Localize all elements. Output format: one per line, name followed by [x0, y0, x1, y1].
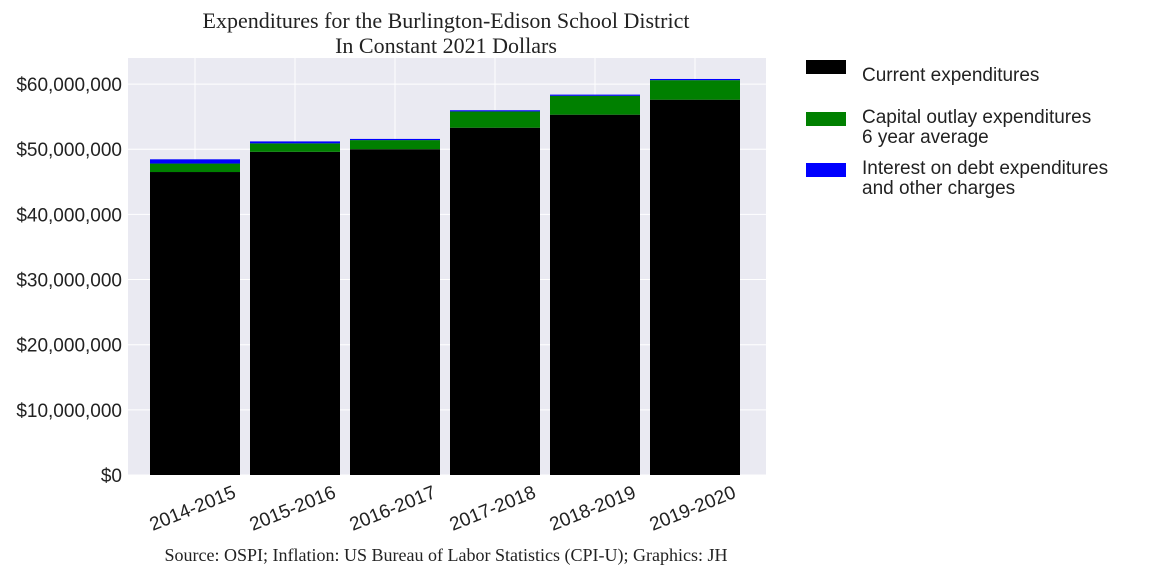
legend-label: Current expenditures	[862, 65, 1039, 86]
x-tick-label: 2014-2015	[147, 482, 239, 536]
x-axis: 2014-2015 2015-2016 2016-2017 2017-2018 2018…	[147, 482, 739, 536]
legend-label: 6 year average	[862, 127, 989, 148]
legend-swatch	[806, 163, 846, 177]
bar-segment	[650, 99, 740, 475]
chart-title: Expenditures for the Burlington-Edison S…	[203, 8, 690, 33]
y-tick-label: $60,000,000	[16, 75, 122, 96]
bar-segment	[150, 159, 240, 164]
y-tick-label: $40,000,000	[16, 205, 122, 226]
bar-segment	[550, 114, 640, 475]
bar-segment	[450, 111, 540, 128]
y-tick-label: $0	[101, 466, 122, 487]
y-tick-label: $50,000,000	[16, 140, 122, 161]
legend-label: Interest on debt expenditures	[862, 158, 1108, 179]
source-caption: Source: OSPI; Inflation: US Bureau of La…	[165, 545, 728, 566]
bar-segment	[450, 110, 540, 112]
legend-label: and other charges	[862, 178, 1015, 199]
bar-segment	[250, 151, 340, 475]
bar-segment	[350, 138, 440, 141]
x-tick-label: 2019-2020	[647, 482, 739, 536]
x-tick-label: 2018-2019	[547, 482, 639, 536]
y-tick-label: $10,000,000	[16, 401, 122, 422]
bar-segment	[350, 149, 440, 475]
legend-swatch	[806, 60, 846, 74]
y-tick-label: $20,000,000	[16, 336, 122, 357]
y-tick-label: $30,000,000	[16, 271, 122, 292]
bar-segment	[250, 141, 340, 144]
x-tick-label: 2015-2016	[247, 482, 339, 536]
bar-segment	[150, 172, 240, 475]
x-tick-label: 2017-2018	[447, 482, 539, 536]
bar-segment	[450, 127, 540, 475]
bar-segment	[650, 78, 740, 81]
legend-swatch	[806, 112, 846, 126]
y-axis: $0 $10,000,000 $20,000,000 $30,000,000 $40,0…	[16, 75, 122, 487]
bar-segment	[550, 94, 640, 96]
bars	[150, 78, 740, 475]
chart-subtitle: In Constant 2021 Dollars	[335, 33, 557, 58]
bar-segment	[550, 95, 640, 115]
x-tick-label: 2016-2017	[347, 482, 439, 536]
bar-segment	[250, 143, 340, 152]
bar-segment	[650, 80, 740, 100]
bar-segment	[350, 140, 440, 150]
legend: Current expenditures Capital outlay expen…	[806, 60, 1108, 199]
bar-segment	[150, 163, 240, 173]
legend-label: Capital outlay expenditures	[862, 107, 1091, 128]
